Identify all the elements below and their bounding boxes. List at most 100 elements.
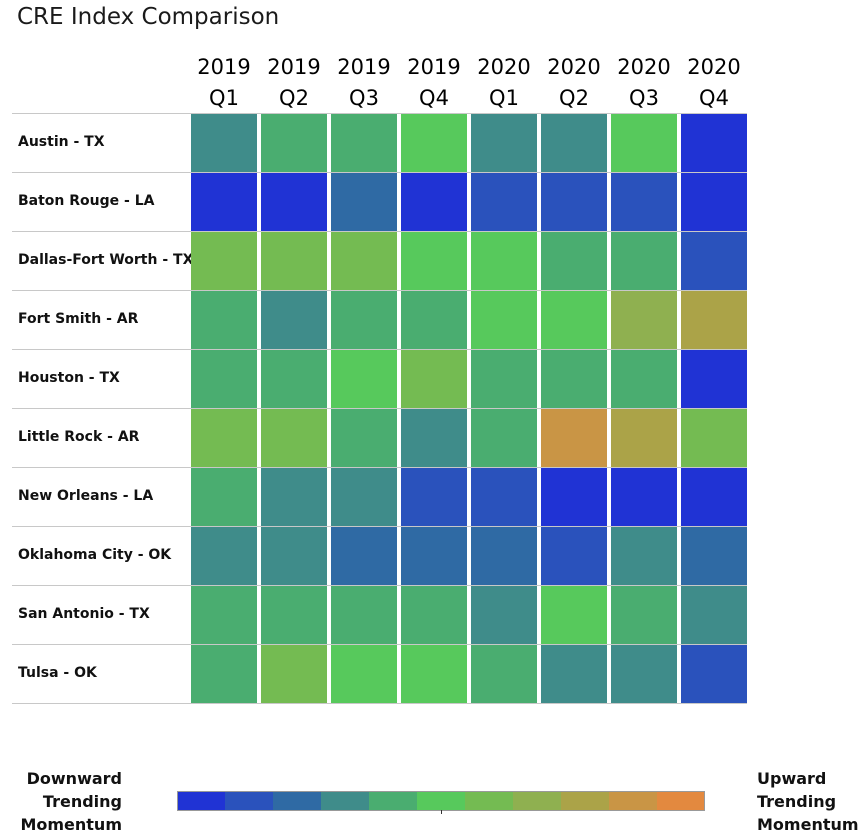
legend-swatch <box>321 791 369 811</box>
heatmap-cell <box>611 527 677 585</box>
legend-swatch <box>513 791 561 811</box>
heatmap-cell <box>541 527 607 585</box>
heatmap-cell <box>681 527 747 585</box>
heatmap-cell <box>191 173 257 231</box>
heatmap-cell <box>191 468 257 526</box>
heatmap-cell <box>611 114 677 172</box>
heatmap-cell <box>191 645 257 703</box>
heatmap-cell <box>261 350 327 408</box>
heatmap-cell <box>331 350 397 408</box>
legend-downward-label: Downward Trending Momentum <box>20 767 122 836</box>
heatmap-cell <box>681 291 747 349</box>
heatmap-cell <box>471 350 537 408</box>
legend-swatch <box>561 791 609 811</box>
row-label: Fort Smith - AR <box>18 311 139 327</box>
heatmap-cell <box>331 291 397 349</box>
heatmap-cell <box>471 232 537 290</box>
heatmap-cell <box>331 586 397 644</box>
heatmap-cell <box>401 291 467 349</box>
heatmap-cell <box>401 586 467 644</box>
legend-left-line-2: Trending <box>42 792 122 811</box>
heatmap-cell <box>401 114 467 172</box>
row-label: Baton Rouge - LA <box>18 193 155 209</box>
heatmap-cell <box>261 468 327 526</box>
chart-title: CRE Index Comparison <box>17 4 280 30</box>
heatmap-cell <box>331 527 397 585</box>
row-divider <box>12 349 747 350</box>
heatmap-cell <box>611 173 677 231</box>
heatmap-cell <box>681 468 747 526</box>
row-label: Houston - TX <box>18 370 120 386</box>
legend-swatch <box>417 791 465 811</box>
heatmap-cell <box>401 232 467 290</box>
column-header-year: 2019 <box>407 55 461 79</box>
column-header-quarter: Q1 <box>489 86 519 110</box>
legend-swatch <box>657 791 705 811</box>
row-divider <box>12 703 747 704</box>
heatmap-cell <box>401 350 467 408</box>
column-header-year: 2020 <box>617 55 671 79</box>
row-divider <box>12 585 747 586</box>
column-header-2019-q3: 2019 Q3 <box>331 52 397 114</box>
heatmap-cell <box>401 468 467 526</box>
heatmap-cell <box>611 350 677 408</box>
column-header-year: 2019 <box>197 55 251 79</box>
row-divider <box>12 231 747 232</box>
heatmap-cell <box>471 645 537 703</box>
row-label: New Orleans - LA <box>18 488 154 504</box>
legend-upward-label: Upward Trending Momentum <box>757 767 859 836</box>
column-header-2020-q2: 2020 Q2 <box>541 52 607 114</box>
heatmap-cell <box>261 586 327 644</box>
heatmap-cell <box>541 232 607 290</box>
column-header-quarter: Q4 <box>419 86 449 110</box>
heatmap-cell <box>331 232 397 290</box>
row-divider <box>12 290 747 291</box>
heatmap-cell <box>471 114 537 172</box>
legend-right-line-1: Upward <box>757 769 827 788</box>
column-header-quarter: Q4 <box>699 86 729 110</box>
heatmap-cell <box>471 173 537 231</box>
heatmap-cell <box>681 173 747 231</box>
legend-swatch <box>465 791 513 811</box>
column-header-2020-q4: 2020 Q4 <box>681 52 747 114</box>
column-header-quarter: Q3 <box>629 86 659 110</box>
column-header-year: 2019 <box>267 55 321 79</box>
heatmap-cell <box>681 409 747 467</box>
legend-swatch <box>609 791 657 811</box>
heatmap-cell <box>191 409 257 467</box>
legend-right-line-3: Momentum <box>757 815 859 834</box>
legend-swatch <box>273 791 321 811</box>
heatmap-cell <box>541 645 607 703</box>
heatmap-cell <box>471 586 537 644</box>
heatmap-cell <box>541 173 607 231</box>
heatmap-cell <box>261 527 327 585</box>
legend-swatch <box>225 791 273 811</box>
column-header-year: 2020 <box>477 55 531 79</box>
column-header-2019-q2: 2019 Q2 <box>261 52 327 114</box>
color-legend-tick <box>441 810 442 814</box>
heatmap-cell <box>471 409 537 467</box>
heatmap-cell <box>261 114 327 172</box>
column-header-2020-q1: 2020 Q1 <box>471 52 537 114</box>
heatmap-cell <box>471 468 537 526</box>
row-label: Little Rock - AR <box>18 429 140 445</box>
heatmap-cell <box>261 409 327 467</box>
heatmap-cell <box>681 586 747 644</box>
row-label: Oklahoma City - OK <box>18 547 172 563</box>
row-label: San Antonio - TX <box>18 606 150 622</box>
heatmap-cell <box>401 173 467 231</box>
heatmap-cell <box>191 291 257 349</box>
column-header-year: 2020 <box>687 55 741 79</box>
heatmap-cell <box>541 350 607 408</box>
column-header-year: 2020 <box>547 55 601 79</box>
column-header-2019-q1: 2019 Q1 <box>191 52 257 114</box>
heatmap-cell <box>611 586 677 644</box>
column-header-2020-q3: 2020 Q3 <box>611 52 677 114</box>
heatmap-cell <box>331 409 397 467</box>
heatmap-cell <box>611 291 677 349</box>
heatmap-cell <box>611 645 677 703</box>
heatmap-cell <box>611 468 677 526</box>
heatmap-cell <box>401 645 467 703</box>
color-legend-border <box>177 791 705 811</box>
heatmap-cell <box>611 232 677 290</box>
